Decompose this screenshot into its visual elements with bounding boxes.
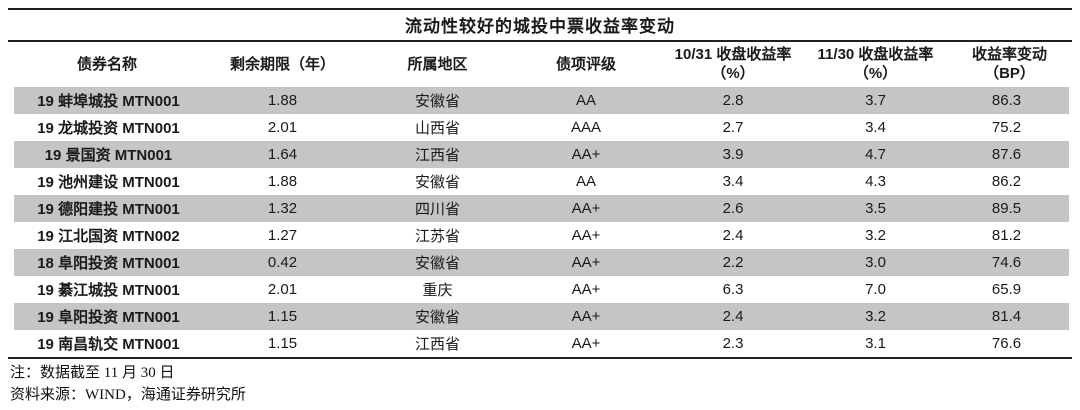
cell-yield-change: 75.2 bbox=[944, 114, 1080, 141]
table-row: 19 景国资 MTN001 1.64 江西省 AA+ 3.9 4.7 87.6 bbox=[8, 141, 1080, 168]
cell-yield-1130: 3.0 bbox=[807, 249, 944, 276]
cell-region: 江苏省 bbox=[414, 229, 460, 245]
table-row: 19 蚌埠城投 MTN001 1.88 安徽省 AA 2.8 3.7 86.3 bbox=[8, 87, 1080, 114]
cell-maturity: 0.42 bbox=[203, 249, 362, 276]
footnotes: 注：数据截至 11 月 30 日 资料来源：WIND，海通证券研究所 bbox=[10, 362, 246, 406]
cell-yield-1130: 4.3 bbox=[865, 173, 886, 190]
cell-bond-name: 19 綦江城投 MTN001 bbox=[8, 276, 203, 303]
cell-yield-change: 81.2 bbox=[944, 222, 1080, 249]
cell-yield-change: 74.6 bbox=[944, 249, 1080, 276]
cell-rating: AA bbox=[575, 173, 596, 190]
cell-bond-name: 19 景国资 MTN001 bbox=[8, 141, 203, 168]
cell-rating: AA+ bbox=[513, 141, 659, 168]
cell-yield-change: 65.9 bbox=[944, 276, 1080, 303]
cell-yield-1031: 2.7 bbox=[722, 119, 744, 136]
column-header-close-yield-1031: 10/31 收盘收益率 （%） bbox=[674, 46, 792, 82]
bond-yield-table: 债券名称 剩余期限（年） 所属地区 债项评级 10/31 收盘收益率 （%） 1… bbox=[8, 41, 1080, 357]
cell-yield-1031: 2.4 bbox=[722, 227, 744, 244]
cell-rating: AAA bbox=[570, 119, 601, 136]
cell-yield-1031: 2.8 bbox=[659, 87, 807, 114]
cell-region: 安徽省 bbox=[362, 249, 513, 276]
cell-maturity: 1.27 bbox=[267, 227, 298, 244]
cell-maturity: 1.15 bbox=[267, 335, 298, 352]
cell-region: 安徽省 bbox=[362, 303, 513, 330]
cell-rating: AA+ bbox=[513, 195, 659, 222]
cell-maturity: 2.01 bbox=[267, 119, 298, 136]
cell-maturity: 1.88 bbox=[203, 87, 362, 114]
table-row: 19 龙城投资 MTN001 2.01 山西省 AAA 2.7 3.4 75.2 bbox=[8, 114, 1080, 141]
column-header-close-yield-1130: 11/30 收盘收益率 （%） bbox=[817, 46, 934, 82]
cell-yield-1031: 2.3 bbox=[722, 335, 744, 352]
table-row: 19 池州建设 MTN001 1.88 安徽省 AA 3.4 4.3 86.2 bbox=[8, 168, 1080, 195]
note-source: 资料来源：WIND，海通证券研究所 bbox=[10, 387, 246, 403]
cell-yield-1031: 2.6 bbox=[659, 195, 807, 222]
cell-yield-change: 87.6 bbox=[944, 141, 1080, 168]
cell-yield-1031: 2.4 bbox=[659, 303, 807, 330]
column-header-remaining-maturity: 剩余期限（年） bbox=[229, 55, 335, 73]
cell-rating: AA+ bbox=[571, 335, 601, 352]
cell-yield-1130: 7.0 bbox=[865, 281, 886, 298]
cell-bond-name: 19 池州建设 MTN001 bbox=[8, 168, 203, 195]
header-row: 债券名称 剩余期限（年） 所属地区 债项评级 10/31 收盘收益率 （%） 1… bbox=[11, 41, 1075, 87]
cell-rating: AA+ bbox=[513, 249, 659, 276]
cell-region: 江西省 bbox=[414, 337, 460, 353]
cell-yield-1130: 3.4 bbox=[865, 119, 886, 136]
cell-region: 四川省 bbox=[362, 195, 513, 222]
cell-yield-1130: 3.1 bbox=[865, 335, 886, 352]
cell-yield-1031: 2.2 bbox=[659, 249, 807, 276]
cell-region: 山西省 bbox=[414, 121, 460, 137]
cell-region: 重庆 bbox=[422, 283, 453, 299]
cell-yield-1130: 3.5 bbox=[807, 195, 944, 222]
cell-bond-name: 19 德阳建投 MTN001 bbox=[8, 195, 203, 222]
cell-yield-change: 89.5 bbox=[944, 195, 1080, 222]
cell-rating: AA+ bbox=[571, 227, 601, 244]
cell-yield-1130: 3.7 bbox=[807, 87, 944, 114]
cell-bond-name: 19 龙城投资 MTN001 bbox=[8, 114, 203, 141]
cell-maturity: 1.64 bbox=[203, 141, 362, 168]
table-row: 19 南昌轨交 MTN001 1.15 江西省 AA+ 2.3 3.1 76.6 bbox=[8, 330, 1080, 357]
cell-maturity: 1.15 bbox=[203, 303, 362, 330]
cell-yield-change: 86.3 bbox=[944, 87, 1080, 114]
table-row: 19 德阳建投 MTN001 1.32 四川省 AA+ 2.6 3.5 89.5 bbox=[8, 195, 1080, 222]
cell-maturity: 1.88 bbox=[267, 173, 298, 190]
cell-region: 安徽省 bbox=[414, 175, 460, 191]
cell-yield-change: 86.2 bbox=[944, 168, 1080, 195]
cell-region: 安徽省 bbox=[362, 87, 513, 114]
cell-bond-name: 19 江北国资 MTN002 bbox=[8, 222, 203, 249]
column-header-region: 所属地区 bbox=[407, 55, 468, 73]
column-header-bond-name: 债券名称 bbox=[76, 55, 137, 73]
cell-yield-1031: 3.9 bbox=[659, 141, 807, 168]
cell-yield-1130: 4.7 bbox=[807, 141, 944, 168]
cell-bond-name: 18 阜阳投资 MTN001 bbox=[8, 249, 203, 276]
header-rule bbox=[8, 40, 1072, 42]
cell-maturity: 2.01 bbox=[267, 281, 298, 298]
cell-rating: AA+ bbox=[513, 303, 659, 330]
cell-yield-change: 81.4 bbox=[944, 303, 1080, 330]
cell-bond-name: 19 南昌轨交 MTN001 bbox=[8, 330, 203, 357]
table-row: 19 江北国资 MTN002 1.27 江苏省 AA+ 2.4 3.2 81.2 bbox=[8, 222, 1080, 249]
cell-bond-name: 19 蚌埠城投 MTN001 bbox=[8, 87, 203, 114]
table-row: 19 綦江城投 MTN001 2.01 重庆 AA+ 6.3 7.0 65.9 bbox=[8, 276, 1080, 303]
column-header-bond-rating: 债项评级 bbox=[555, 55, 616, 73]
cell-maturity: 1.32 bbox=[203, 195, 362, 222]
table-row: 19 阜阳投资 MTN001 1.15 安徽省 AA+ 2.4 3.2 81.4 bbox=[8, 303, 1080, 330]
cell-yield-change: 76.6 bbox=[944, 330, 1080, 357]
cell-rating: AA+ bbox=[571, 281, 601, 298]
table-title: 流动性较好的城投中票收益率变动 bbox=[405, 17, 675, 36]
cell-yield-1031: 6.3 bbox=[722, 281, 744, 298]
cell-region: 江西省 bbox=[362, 141, 513, 168]
cell-bond-name: 19 阜阳投资 MTN001 bbox=[8, 303, 203, 330]
top-rule bbox=[8, 8, 1072, 10]
bottom-rule bbox=[8, 357, 1072, 359]
cell-yield-1130: 3.2 bbox=[807, 303, 944, 330]
cell-yield-1130: 3.2 bbox=[865, 227, 886, 244]
note-data-cutoff: 注：数据截至 11 月 30 日 bbox=[10, 365, 175, 381]
column-header-yield-change: 收益率变动 （BP） bbox=[971, 46, 1047, 82]
table-row: 18 阜阳投资 MTN001 0.42 安徽省 AA+ 2.2 3.0 74.6 bbox=[8, 249, 1080, 276]
cell-rating: AA bbox=[513, 87, 659, 114]
cell-yield-1031: 3.4 bbox=[722, 173, 744, 190]
